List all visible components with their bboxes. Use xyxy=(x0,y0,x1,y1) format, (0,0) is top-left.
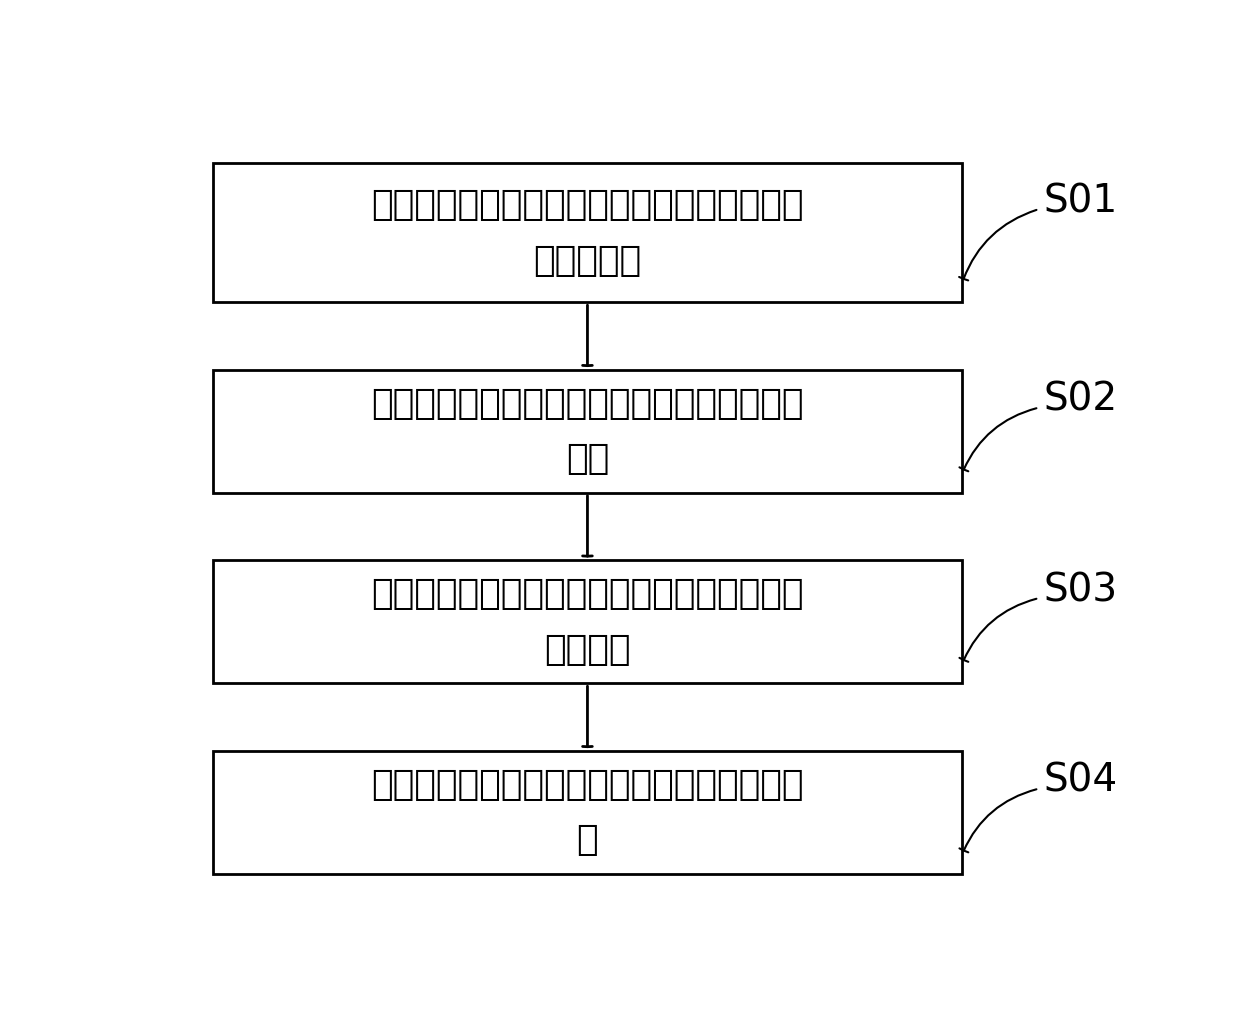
Text: S03: S03 xyxy=(1044,571,1118,609)
Text: 当吸入的气雾量达到预设值时，控制加热装置
停止加热: 当吸入的气雾量达到预设值时，控制加热装置 停止加热 xyxy=(371,577,804,667)
Text: S04: S04 xyxy=(1044,762,1118,800)
Bar xyxy=(213,370,962,493)
Text: S01: S01 xyxy=(1044,182,1118,221)
Text: 由转轴转动使定量储料卷的一待加热单元位于
加热装置处: 由转轴转动使定量储料卷的一待加热单元位于 加热装置处 xyxy=(371,188,804,277)
Text: 转轴转动使下一个待加热单元移动至加热装置
处: 转轴转动使下一个待加热单元移动至加热装置 处 xyxy=(371,768,804,857)
Text: S02: S02 xyxy=(1044,380,1118,419)
Bar xyxy=(213,751,962,874)
Bar xyxy=(213,561,962,684)
Bar xyxy=(213,163,962,302)
Text: 所述控制装置使加热装置加热，使待加热单元
雾化: 所述控制装置使加热装置加热，使待加热单元 雾化 xyxy=(371,387,804,476)
